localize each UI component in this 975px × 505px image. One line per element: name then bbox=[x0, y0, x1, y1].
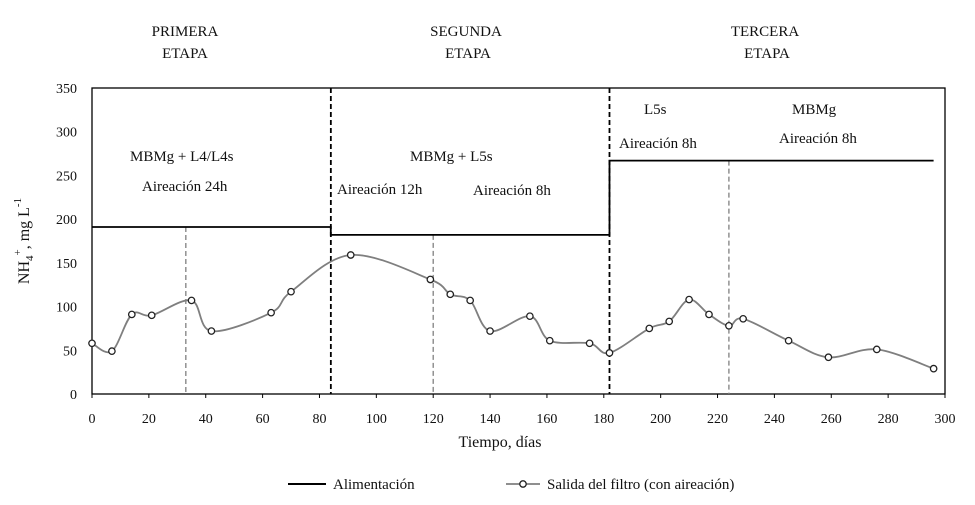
x-tick-label-4: 80 bbox=[312, 412, 326, 427]
data-point-salida-13 bbox=[526, 312, 534, 321]
annotation-stage2-aeration-a: Aireación 12h bbox=[337, 182, 423, 198]
annotation-stage2-material: MBMg + L5s bbox=[410, 149, 493, 165]
x-tick-label-1: 20 bbox=[142, 412, 156, 427]
annotations: MBMg + L4/L4s Aireación 24h MBMg + L5s A… bbox=[130, 102, 857, 199]
stage-labels: PRIMERA ETAPA SEGUNDA ETAPA TERCERA ETAP… bbox=[152, 24, 800, 62]
annotation-stage3-aeration-a: Aireación 8h bbox=[619, 136, 697, 152]
x-axis-title: Tiempo, días bbox=[459, 434, 542, 451]
data-point-salida-18 bbox=[665, 317, 674, 326]
series-layer bbox=[88, 159, 938, 373]
x-tick-label-11: 220 bbox=[707, 412, 728, 427]
x-tick-label-13: 260 bbox=[821, 412, 842, 427]
y-tick-label-5: 250 bbox=[56, 169, 77, 184]
x-tick-label-2: 40 bbox=[199, 412, 213, 427]
data-point-salida-25 bbox=[872, 345, 881, 354]
legend-label-alimentacion: Alimentación bbox=[333, 477, 415, 493]
data-point-salida-6 bbox=[267, 308, 275, 317]
series-line-salida bbox=[91, 254, 934, 370]
data-point-salida-5 bbox=[207, 327, 216, 335]
y-tick-label-7: 350 bbox=[56, 82, 77, 97]
data-point-salida-16 bbox=[605, 349, 614, 357]
annotation-stage3-aeration-b: Aireación 8h bbox=[779, 131, 857, 147]
data-point-salida-1 bbox=[108, 347, 116, 356]
legend-swatch-salida-marker bbox=[519, 480, 527, 488]
data-point-salida-4 bbox=[187, 296, 196, 305]
y-tick-label-1: 50 bbox=[63, 344, 77, 359]
x-tick-label-0: 0 bbox=[89, 412, 96, 427]
annotation-stage3-material-a: L5s bbox=[644, 102, 667, 118]
data-point-salida-3 bbox=[147, 311, 156, 320]
stage-1-line1: PRIMERA bbox=[152, 24, 219, 40]
x-tick-label-12: 240 bbox=[764, 412, 785, 427]
legend: Alimentación Salida del filtro (con aire… bbox=[288, 477, 734, 493]
x-tick-label-3: 60 bbox=[256, 412, 270, 427]
x-tick-label-6: 120 bbox=[423, 412, 444, 427]
annotation-stage1-aeration: Aireación 24h bbox=[142, 179, 228, 195]
data-point-salida-14 bbox=[545, 336, 554, 345]
divider-lines bbox=[185, 88, 730, 394]
annotation-stage1-material: MBMg + L4/L4s bbox=[130, 149, 234, 165]
data-point-salida-9 bbox=[426, 275, 435, 284]
x-tick-label-9: 180 bbox=[593, 412, 614, 427]
x-tick-label-14: 280 bbox=[878, 412, 899, 427]
stage-2-line1: SEGUNDA bbox=[430, 24, 502, 40]
legend-label-salida: Salida del filtro (con aireación) bbox=[547, 477, 734, 493]
x-tick-label-8: 160 bbox=[536, 412, 557, 427]
x-tick-label-10: 200 bbox=[650, 412, 671, 427]
stage-2-line2: ETAPA bbox=[445, 46, 491, 62]
y-tick-label-2: 100 bbox=[56, 301, 77, 316]
data-point-salida-24 bbox=[824, 353, 833, 362]
data-point-salida-7 bbox=[287, 287, 295, 296]
y-axis-title: NH4+, mg L-1 bbox=[12, 198, 36, 284]
y-tick-label-0: 0 bbox=[70, 388, 77, 403]
data-point-salida-19 bbox=[685, 295, 693, 304]
data-point-salida-21 bbox=[725, 321, 733, 330]
annotation-stage3-material-b: MBMg bbox=[792, 102, 837, 118]
data-point-salida-15 bbox=[585, 339, 594, 348]
data-point-salida-20 bbox=[705, 310, 713, 319]
annotation-stage2-aeration-b: Aireación 8h bbox=[473, 183, 551, 199]
plot-area-frame bbox=[91, 87, 946, 395]
data-point-salida-2 bbox=[127, 310, 136, 319]
data-point-salida-11 bbox=[466, 296, 475, 305]
y-tick-label-6: 300 bbox=[56, 126, 77, 141]
stage-3-line1: TERCERA bbox=[731, 24, 800, 40]
x-tick-label-7: 140 bbox=[480, 412, 501, 427]
data-point-salida-10 bbox=[446, 290, 455, 299]
y-tick-label-4: 200 bbox=[56, 213, 77, 228]
data-point-salida-17 bbox=[645, 324, 654, 333]
data-point-salida-0 bbox=[88, 339, 96, 348]
data-point-salida-8 bbox=[346, 251, 355, 259]
data-point-salida-22 bbox=[739, 314, 747, 323]
y-tick-label-3: 150 bbox=[56, 257, 77, 272]
data-point-salida-12 bbox=[486, 327, 494, 335]
x-tick-label-15: 300 bbox=[935, 412, 956, 427]
stage-3-line2: ETAPA bbox=[744, 46, 790, 62]
data-point-salida-26 bbox=[929, 364, 938, 373]
stage-1-line2: ETAPA bbox=[162, 46, 208, 62]
axes-layer: 0 20 40 60 80 100 120 140 160 180 200 220 240 260 280 3… bbox=[56, 82, 956, 427]
series-line-alimentacion bbox=[92, 159, 934, 236]
data-point-salida-23 bbox=[784, 336, 793, 345]
x-tick-label-5: 100 bbox=[366, 412, 387, 427]
